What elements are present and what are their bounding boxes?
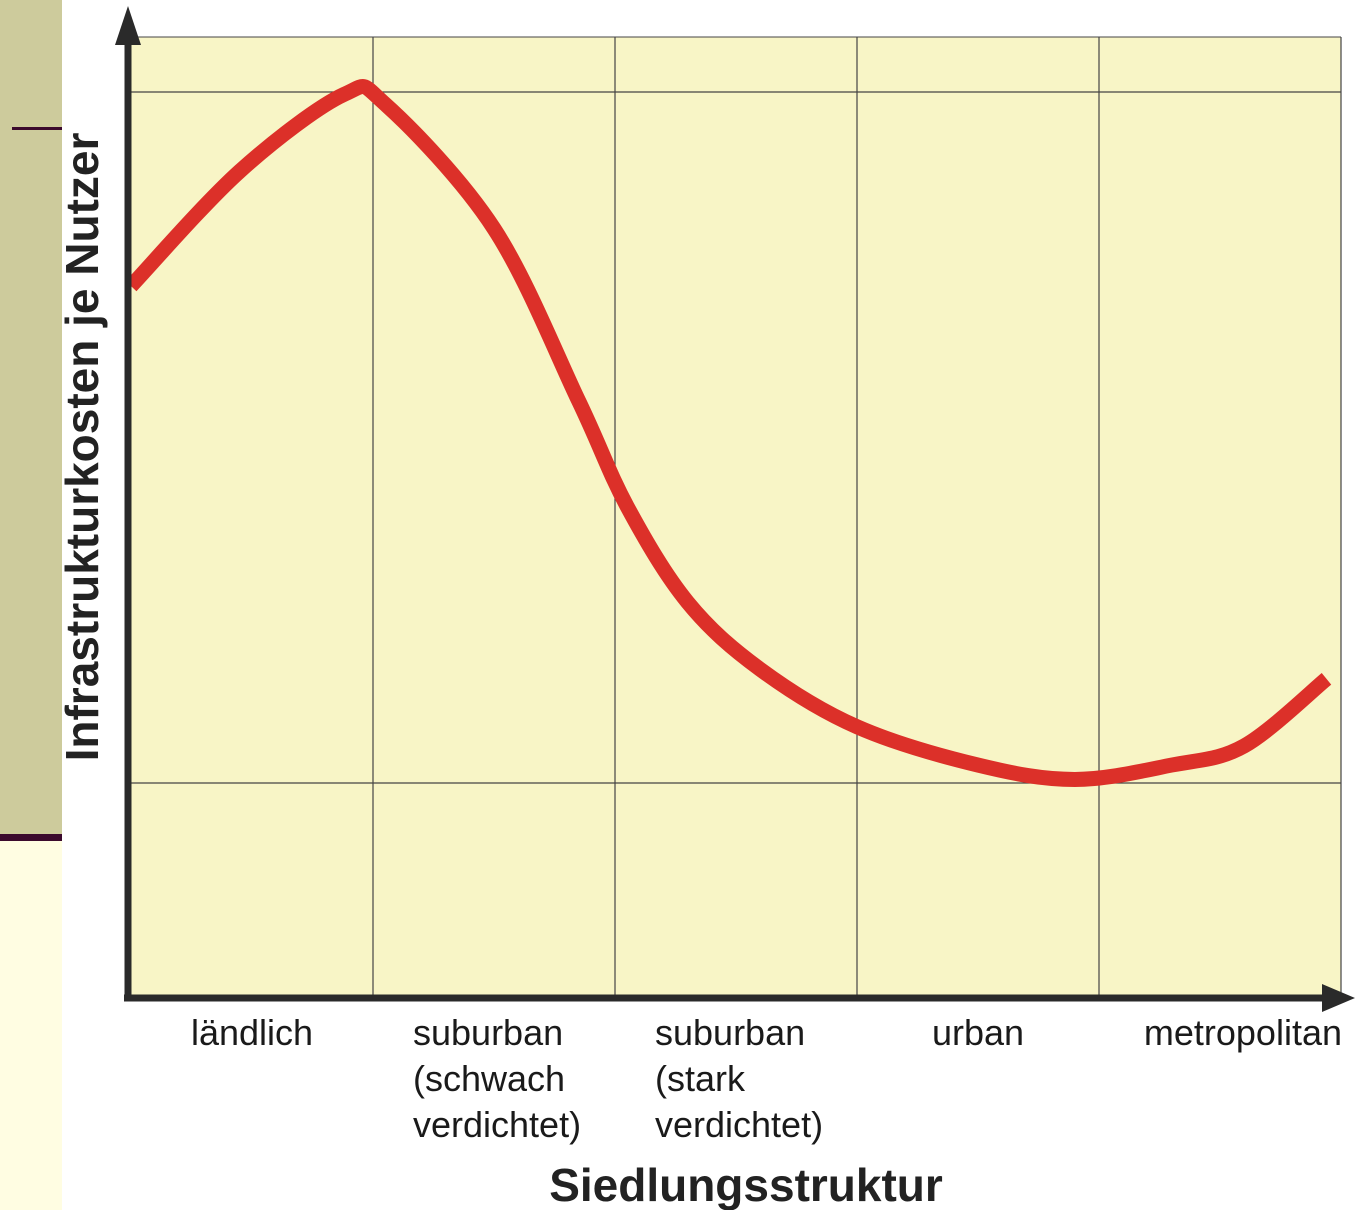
x-tick-label: suburban (stark verdichtet) bbox=[655, 1012, 823, 1145]
sidebar-divider bbox=[0, 834, 62, 841]
x-axis-title: Siedlungsstruktur bbox=[549, 1159, 943, 1210]
x-tick-label: metropolitan bbox=[1144, 1012, 1342, 1053]
x-tick-label: suburban (schwach verdichtet) bbox=[413, 1012, 581, 1145]
x-tick-labels: ländlich suburban (schwach verdichtet) subur… bbox=[191, 1012, 1342, 1145]
x-tick-label: ländlich bbox=[191, 1012, 313, 1053]
y-axis-title: Infrastrukturkosten je Nutzer bbox=[56, 133, 108, 762]
x-tick-label: urban bbox=[932, 1012, 1024, 1053]
series-line bbox=[125, 79, 1332, 787]
sidebar-top-panel bbox=[0, 0, 62, 838]
series-layer bbox=[125, 79, 1332, 787]
slide-sidebar bbox=[0, 0, 62, 1210]
axes bbox=[115, 6, 1355, 1012]
sidebar-bottom-panel bbox=[0, 838, 62, 1210]
sidebar-tick bbox=[12, 127, 62, 130]
x-axis-arrow-icon bbox=[1322, 984, 1355, 1012]
plot-area bbox=[131, 37, 1341, 995]
y-axis-arrow-icon bbox=[115, 6, 141, 45]
